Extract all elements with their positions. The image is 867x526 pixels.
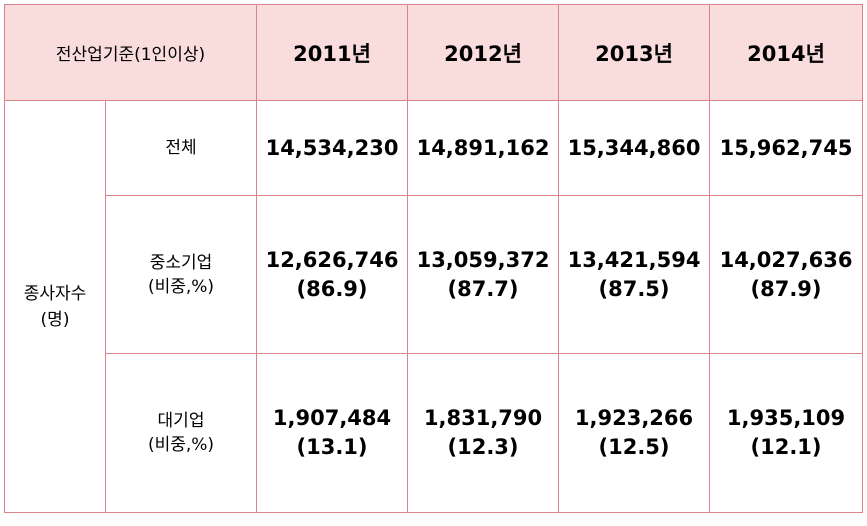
header-year-2014: 2014년 [709,4,864,101]
value-share: (86.9) [296,276,368,301]
value-count: 13,421,594 [567,247,701,272]
header-year-2013: 2013년 [558,4,711,101]
value-count: 12,626,746 [265,247,399,272]
value-count: 1,935,109 [726,406,846,430]
table-row-total: 종사자수 (명) 전체 14,534,230 14,891,162 15,344… [4,100,864,513]
value-share: (12.1) [750,435,822,459]
table-row-large: 대기업 (비중,%) 1,907,484 (13.1) 1,831,790 (1… [5,353,864,513]
value-share: (87.9) [750,276,822,301]
table-row-sme: 중소기업 (비중,%) 12,626,746 (86.9) 13,059,372… [5,195,864,354]
value-cell: 1,831,790 (12.3) [407,353,560,513]
row-label-line1: 대기업 [157,411,205,431]
value-cell: 15,962,745 [709,100,864,196]
value-share: (12.3) [447,435,519,459]
value-cell: 13,421,594 (87.5) [558,195,711,354]
value-count: 14,891,162 [416,135,550,160]
row-label-line1: 중소기업 [149,252,213,273]
value-cell: 14,027,636 (87.9) [709,195,864,354]
header-criteria-cell: 전산업기준(1인이상) [3,4,258,101]
row-label-line2: (비중,%) [147,435,215,455]
row-label-large: 대기업 (비중,%) [104,353,258,513]
value-share: (12.5) [598,435,670,459]
group-label-employees: 종사자수 (명) [4,100,106,513]
value-cell: 1,935,109 (12.1) [709,353,864,513]
value-cell: 15,344,860 [558,100,711,196]
header-year-2012: 2012년 [407,4,560,101]
value-cell: 14,891,162 [407,100,560,196]
row-label-total: 전체 [104,100,258,196]
row-label-sme: 중소기업 (비중,%) [104,195,258,354]
value-count: 13,059,372 [416,247,550,272]
value-cell: 14,534,230 [256,100,409,196]
group-label-line2: (명) [40,309,70,330]
value-share: (13.1) [296,435,368,459]
value-count: 1,923,266 [574,406,694,430]
value-count: 1,907,484 [272,406,392,430]
value-count: 14,027,636 [719,247,853,272]
employee-stats-table: 전산업기준(1인이상) 2011년 2012년 2013년 2014년 종사자수… [3,4,864,513]
value-count: 15,962,745 [719,135,853,160]
row-label-line2: (비중,%) [147,276,215,297]
value-share: (87.5) [598,276,670,301]
value-share: (87.7) [447,276,519,301]
value-count: 15,344,860 [567,135,701,160]
group-label-line1: 종사자수 [23,283,87,304]
row-label-line1: 전체 [165,138,197,158]
value-cell: 12,626,746 (86.9) [256,195,409,354]
value-count: 1,831,790 [423,406,543,430]
value-count: 14,534,230 [265,135,399,160]
header-year-2011: 2011년 [256,4,409,101]
header-row: 전산업기준(1인이상) 2011년 2012년 2013년 2014년 [3,4,864,101]
value-cell: 1,923,266 (12.5) [558,353,711,513]
value-cell: 13,059,372 (87.7) [407,195,560,354]
value-cell: 1,907,484 (13.1) [256,353,409,513]
